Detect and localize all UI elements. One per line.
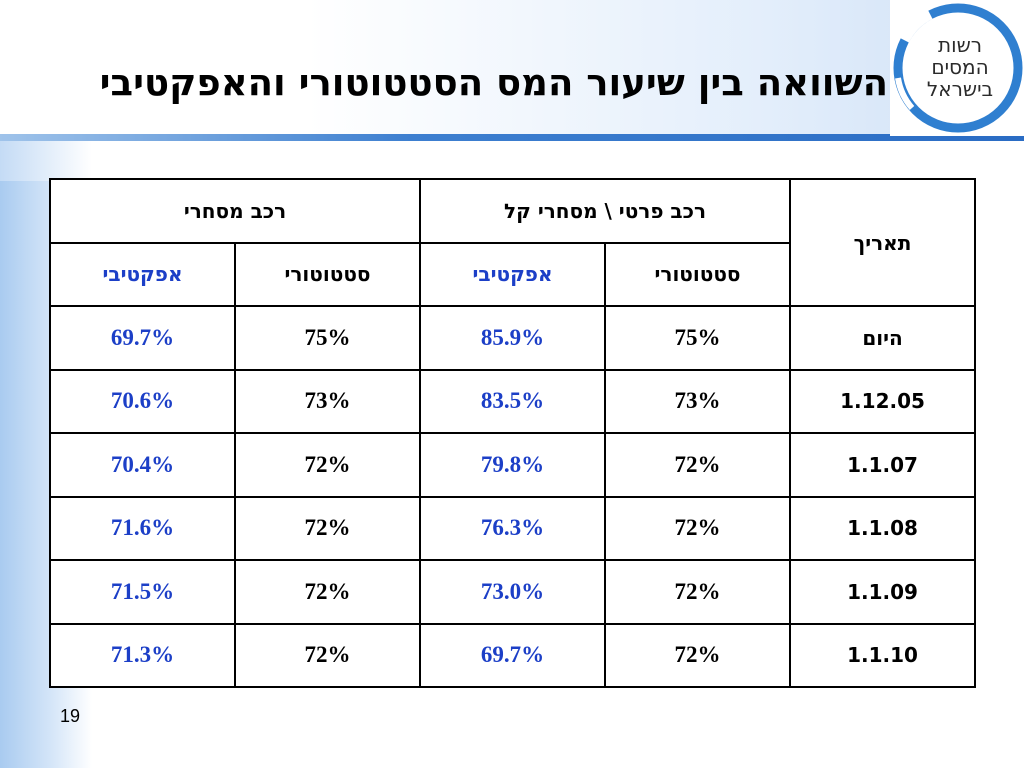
private-statutory-cell: 72% xyxy=(604,432,792,498)
commercial-effective-cell: 71.6% xyxy=(48,495,237,561)
table-row: 1.12.05 73% 83.5% 73% 70.6% xyxy=(48,368,977,434)
private-statutory-header: סטטוטורי xyxy=(604,241,792,307)
date-column-header: תאריך xyxy=(789,178,977,307)
private-effective-header: אפקטיבי xyxy=(419,241,607,307)
date-cell: 1.1.08 xyxy=(789,495,977,561)
date-cell: 1.1.10 xyxy=(789,622,977,688)
private-effective-cell: 83.5% xyxy=(419,368,607,434)
tax-rate-comparison-table: תאריך רכב פרטי \ מסחרי קל רכב מסחרי סטטו… xyxy=(48,178,977,688)
commercial-effective-cell: 71.5% xyxy=(48,559,237,625)
private-effective-cell: 79.8% xyxy=(419,432,607,498)
group-header-row: תאריך רכב פרטי \ מסחרי קל רכב מסחרי xyxy=(48,178,977,307)
commercial-statutory-cell: 72% xyxy=(234,432,422,498)
commercial-statutory-cell: 72% xyxy=(234,559,422,625)
header-divider xyxy=(0,134,1024,141)
logo-text: רשות המסים בישראל xyxy=(910,34,1010,100)
tax-authority-logo: רשות המסים בישראל xyxy=(890,0,1024,136)
table-row: 1.1.07 72% 79.8% 72% 70.4% xyxy=(48,432,977,498)
commercial-statutory-cell: 73% xyxy=(234,368,422,434)
private-effective-cell: 85.9% xyxy=(419,305,607,371)
logo-line-2: המסים xyxy=(931,55,989,79)
logo-line-1: רשות xyxy=(937,33,983,57)
subheader-row: סטטוטורי אפקטיבי סטטוטורי אפקטיבי xyxy=(48,241,975,307)
table-row: היום 75% 85.9% 75% 69.7% xyxy=(48,305,977,371)
commercial-effective-cell: 70.6% xyxy=(48,368,237,434)
commercial-statutory-cell: 72% xyxy=(234,622,422,688)
logo-ring-icon xyxy=(893,3,1023,133)
commercial-vehicle-group-header: רכב מסחרי xyxy=(48,178,422,244)
private-statutory-cell: 72% xyxy=(604,622,792,688)
private-effective-cell: 69.7% xyxy=(419,622,607,688)
private-statutory-cell: 75% xyxy=(604,305,792,371)
private-effective-cell: 76.3% xyxy=(419,495,607,561)
private-statutory-cell: 73% xyxy=(604,368,792,434)
slide-title: השוואה בין שיעור המס הסטטוטורי והאפקטיבי xyxy=(99,61,888,104)
logo-line-3: בישראל xyxy=(926,77,994,101)
private-statutory-cell: 72% xyxy=(604,495,792,561)
private-statutory-cell: 72% xyxy=(604,559,792,625)
commercial-statutory-cell: 75% xyxy=(234,305,422,371)
commercial-effective-header: אפקטיבי xyxy=(48,241,237,307)
table-row: 1.1.09 72% 73.0% 72% 71.5% xyxy=(48,559,977,625)
private-effective-cell: 73.0% xyxy=(419,559,607,625)
commercial-effective-cell: 69.7% xyxy=(48,305,237,371)
table-row: 1.1.10 72% 69.7% 72% 71.3% xyxy=(48,622,977,688)
commercial-statutory-header: סטטוטורי xyxy=(234,241,422,307)
side-gradient-cap xyxy=(0,141,92,181)
page-number: 19 xyxy=(60,706,81,726)
commercial-effective-cell: 70.4% xyxy=(48,432,237,498)
table-row: 1.1.08 72% 76.3% 72% 71.6% xyxy=(48,495,977,561)
private-vehicle-group-header: רכב פרטי \ מסחרי קל xyxy=(419,178,792,244)
date-cell: 1.12.05 xyxy=(789,368,977,434)
date-cell: היום xyxy=(789,305,977,371)
date-cell: 1.1.09 xyxy=(789,559,977,625)
header-background xyxy=(0,0,1024,136)
commercial-statutory-cell: 72% xyxy=(234,495,422,561)
date-cell: 1.1.07 xyxy=(789,432,977,498)
commercial-effective-cell: 71.3% xyxy=(48,622,237,688)
